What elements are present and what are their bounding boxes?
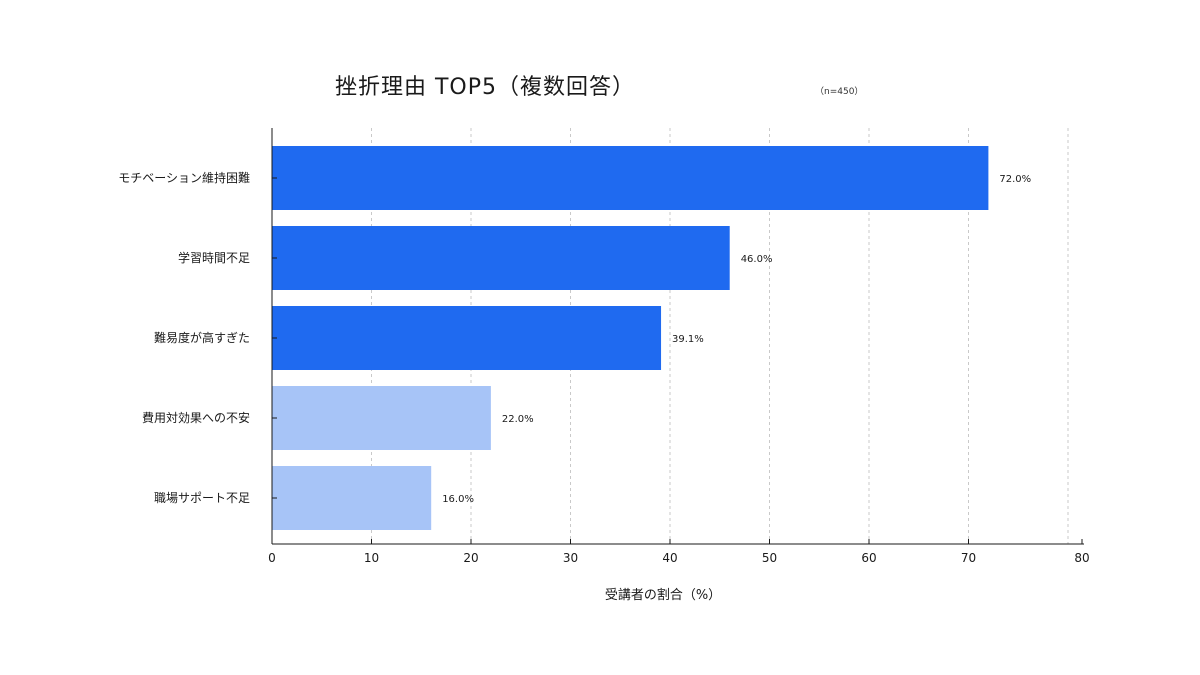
chart-subtitle: （n=450）: [815, 86, 863, 97]
axes: モチベーション維持困難学習時間不足難易度が高すぎた費用対効果への不安職場サポート…: [118, 128, 1090, 565]
x-tick-label: 60: [861, 551, 876, 565]
data-label: 16.0%: [442, 494, 474, 505]
bar: [272, 466, 432, 530]
data-label: 39.1%: [672, 334, 704, 345]
x-axis-title: 受講者の割合（%）: [605, 587, 721, 603]
category-label: 職場サポート不足: [154, 491, 250, 505]
x-tick-label: 20: [463, 551, 478, 565]
bar: [272, 146, 989, 210]
x-tick-label: 40: [662, 551, 677, 565]
x-tick-label: 80: [1074, 551, 1089, 565]
x-tick-label: 0: [268, 551, 276, 565]
x-tick-label: 50: [762, 551, 777, 565]
category-label: 学習時間不足: [178, 250, 250, 265]
bar: [272, 226, 730, 290]
chart-title: 挫折理由 TOP5（複数回答）: [335, 75, 635, 100]
bars: 72.0% 46.0% 39.1% 22.0% 16.0%: [272, 146, 1031, 530]
bar: [272, 386, 491, 450]
category-label: 費用対効果への不安: [142, 410, 250, 425]
bar: [272, 306, 662, 370]
data-label: 46.0%: [741, 254, 773, 265]
x-tick-label: 70: [961, 551, 976, 565]
category-label: モチベーション維持困難: [118, 170, 250, 185]
x-tick-label: 30: [563, 551, 578, 565]
x-tick-label: 10: [364, 551, 379, 565]
category-label: 難易度が高すぎた: [154, 330, 250, 345]
data-label: 72.0%: [999, 174, 1031, 185]
data-label: 22.0%: [502, 414, 534, 425]
